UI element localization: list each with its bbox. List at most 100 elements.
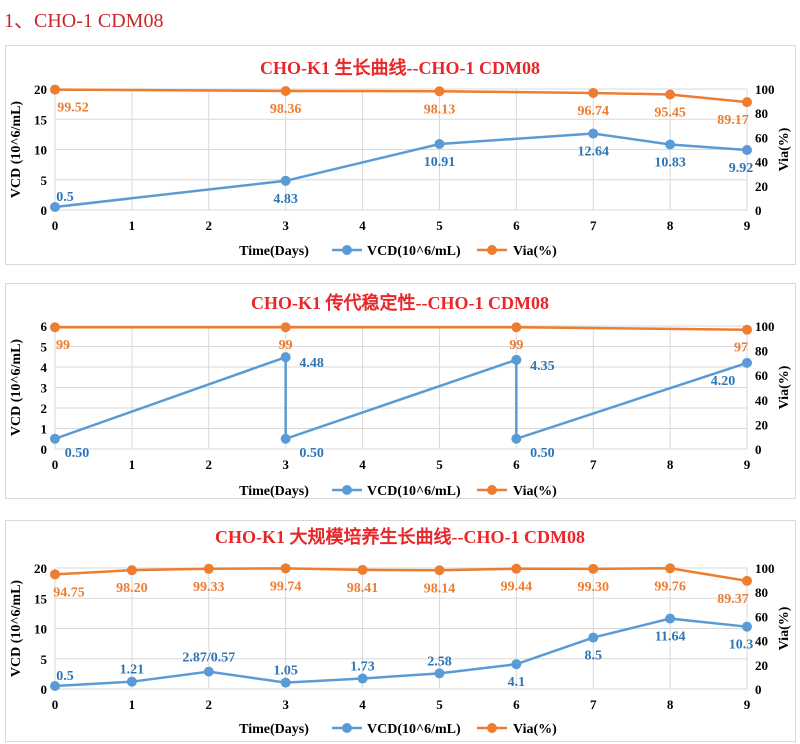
vcd-point [511,433,522,444]
vcd-point [280,677,291,688]
y2-tick-label: 20 [755,658,768,673]
via-line [54,88,748,104]
y-tick-label: 2 [41,401,48,416]
via-point [588,563,599,574]
legend-vcd-marker [342,723,352,733]
vcd-point [280,433,291,444]
x-tick-label: 2 [206,457,213,472]
via-point [742,324,752,335]
legend-via-label: Via(%) [513,722,557,737]
x-tick-label: 6 [513,457,520,472]
via-data-label: 99.30 [577,580,609,595]
via-data-label: 95.45 [654,106,686,121]
vcd-point [50,680,60,691]
legend-vcd-marker [342,245,352,255]
vcd-data-label: 11.64 [655,630,686,645]
vcd-point [126,676,137,687]
y2-tick-label: 20 [755,179,768,194]
x-tick-label: 1 [129,218,136,233]
x-tick-label: 5 [436,218,443,233]
via-point [511,322,522,333]
y2-tick-label: 60 [755,368,768,383]
x-tick-label: 0 [52,697,59,712]
vcd-data-label: 2.87/0.57 [182,651,235,666]
via-data-label: 89.17 [717,113,749,128]
via-point [203,563,214,574]
vcd-data-label: 4.1 [508,675,526,690]
y-tick-label: 1 [41,422,48,437]
y2-tick-label: 40 [755,393,768,408]
y-axis-title: VCD (10^6/mL) [9,580,24,678]
via-point [50,322,60,333]
y2-axis-title: Via(%) [777,606,792,650]
via-data-label: 94.75 [53,585,85,600]
y-tick-label: 15 [34,591,48,606]
vcd-point [50,433,60,444]
via-data-label: 97 [734,341,748,356]
y2-tick-label: 100 [755,319,775,334]
via-data-label: 96.74 [577,104,609,119]
y-tick-label: 3 [41,381,48,396]
vcd-data-label: 0.50 [299,446,324,461]
via-data-label: 98.41 [347,581,379,596]
via-point [434,565,445,576]
vcd-data-label: 8.5 [584,649,602,664]
vcd-data-label: 12.64 [577,145,609,160]
y2-tick-label: 100 [755,82,775,97]
x-tick-label: 8 [667,218,674,233]
y-tick-label: 5 [41,173,48,188]
vcd-point [665,613,676,624]
vcd-point [665,139,676,150]
legend-vcd-label: VCD(10^6/mL) [367,722,461,737]
vcd-data-label: 0.5 [56,669,74,684]
via-point [434,86,445,97]
legend-via-label: Via(%) [513,484,557,498]
via-data-label: 98.14 [424,581,456,596]
x-tick-label: 6 [513,697,520,712]
vcd-point [357,673,368,684]
y-axis-title: VCD (10^6/mL) [9,339,24,437]
via-point [742,97,752,108]
vcd-point [280,352,291,363]
y2-axis-title: Via(%) [777,127,792,171]
growth-curve-chart: CHO-K1 生长曲线--CHO-1 CDM08 0 5 10 15 20 0 1 2 3 4 5 6 7… [5,45,796,265]
via-data-label: 99 [509,338,523,353]
x-tick-label: 9 [744,697,751,712]
via-point [588,87,599,98]
x-tick-label: 4 [359,697,366,712]
y2-tick-label: 0 [755,203,762,218]
x-tick-label: 9 [744,457,751,472]
x-tick-label: 0 [52,218,59,233]
via-point [665,563,676,574]
legend-vcd-marker [342,485,352,495]
x-tick-label: 5 [436,697,443,712]
y-tick-label: 10 [34,622,47,637]
vcd-point [588,128,599,139]
chart-title: CHO-K1 传代稳定性--CHO-1 CDM08 [251,292,549,313]
vcd-point [588,632,599,643]
via-data-label: 99.74 [270,579,302,594]
x-axis-title: Time(Days) [239,722,309,737]
via-data-label: 99.76 [654,579,686,594]
y-tick-label: 0 [41,203,48,218]
x-tick-label: 3 [282,218,289,233]
legend-via-label: Via(%) [513,244,557,259]
y-tick-label: 15 [34,112,48,127]
vcd-point [511,354,522,365]
via-point [280,322,291,333]
vcd-data-label: 4.48 [299,356,324,371]
vcd-point [511,659,522,670]
legend-via-marker [487,485,497,495]
vcd-data-label: 1.73 [350,660,375,675]
x-tick-label: 8 [667,697,674,712]
vcd-point [434,668,445,679]
y2-axis-title: Via(%) [777,365,792,409]
y2-tick-label: 0 [755,442,762,457]
vcd-point [434,138,445,149]
x-tick-label: 2 [206,218,213,233]
vcd-point [203,666,214,677]
chart-title: CHO-K1 生长曲线--CHO-1 CDM08 [260,57,540,78]
x-tick-label: 7 [590,457,597,472]
x-axis-title: Time(Days) [239,484,309,498]
y2-tick-label: 80 [755,344,768,359]
